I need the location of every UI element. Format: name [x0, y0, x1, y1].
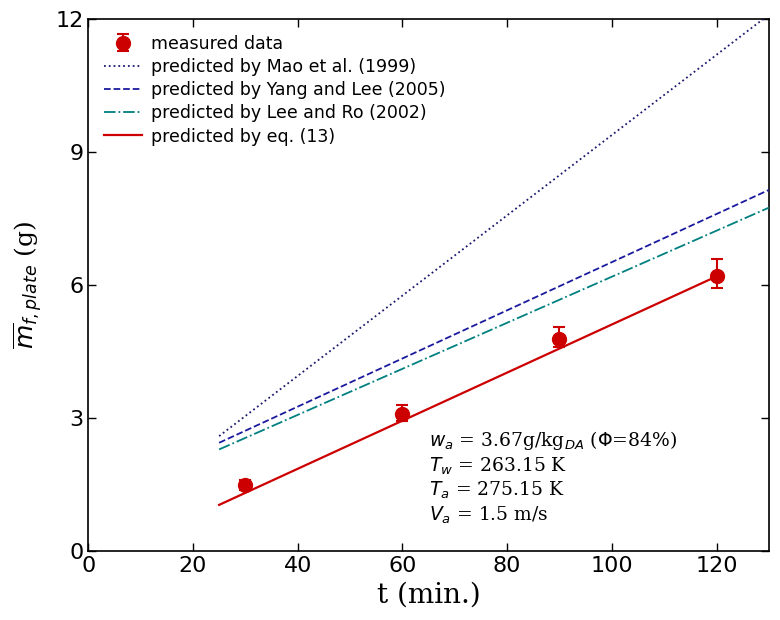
Text: $w_a$ = 3.67g/kg$_{DA}$ ($\Phi$=84%)
$T_w$ = 263.15 K
$T_a$ = 275.15 K
$V_a$ = 1: $w_a$ = 3.67g/kg$_{DA}$ ($\Phi$=84%) $T_… [428, 430, 677, 526]
predicted by eq. (13) [215, 501, 224, 508]
Legend: measured data, predicted by Mao et al. (1999), predicted by Yang and Lee (2005),: measured data, predicted by Mao et al. (… [97, 28, 452, 153]
X-axis label: t (min.): t (min.) [377, 582, 480, 609]
Line: predicted by eq. (13): predicted by eq. (13) [219, 277, 717, 505]
predicted by eq. (13) [712, 273, 722, 280]
Y-axis label: $\overline{m}_{f,plate}$ (g): $\overline{m}_{f,plate}$ (g) [11, 221, 44, 350]
